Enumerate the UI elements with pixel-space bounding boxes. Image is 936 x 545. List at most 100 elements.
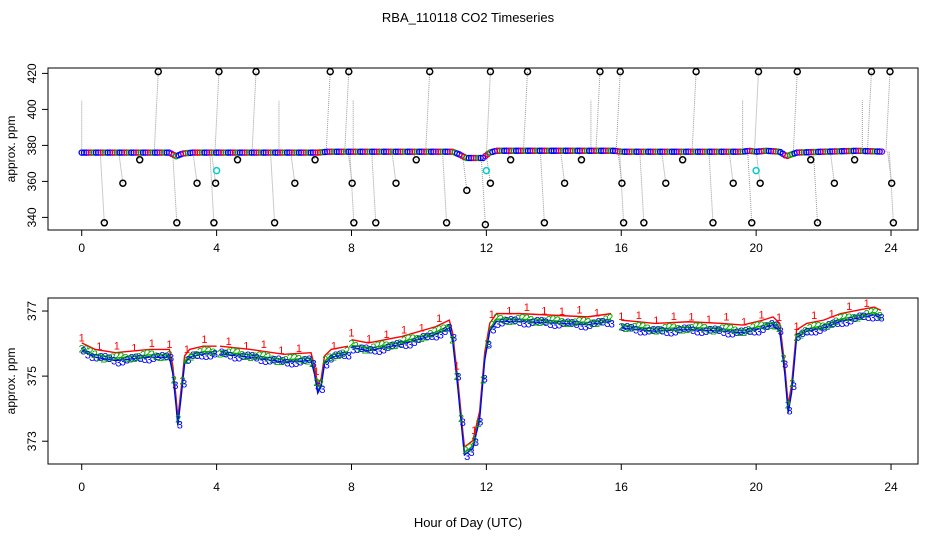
top-excursion-trace: [617, 151, 623, 184]
bottom-marker-series-3: 3: [620, 322, 626, 334]
bottom-marker-series-3: 3: [289, 359, 295, 371]
bottom-marker-series-2: 2: [127, 353, 133, 365]
top-excursion-trace: [442, 151, 448, 223]
bottom-marker-series-3: 3: [249, 351, 255, 363]
bottom-marker-series-3: 3: [591, 318, 597, 330]
bottom-marker-series-1: 1: [313, 366, 319, 378]
bottom-marker-series-3: 3: [460, 417, 466, 429]
top-excursion-trace: [708, 151, 714, 223]
bottom-marker-series-2: 2: [515, 314, 521, 326]
bottom-marker-series-3: 3: [539, 316, 545, 328]
bottom-marker-series-2: 2: [489, 320, 495, 332]
bottom-marker-series-2: 2: [449, 334, 455, 346]
bottom-marker-series-3: 3: [773, 320, 779, 332]
bottom-marker-series-3: 3: [241, 351, 247, 363]
bottom-panel: 1232323231232323231232323231232323231232…: [4, 297, 919, 494]
bottom-marker-series-3: 3: [817, 325, 823, 337]
bottom-marker-series-2: 2: [201, 345, 207, 357]
bottom-marker-series-3: 3: [822, 323, 828, 335]
bottom-marker-series-3: 3: [582, 321, 588, 333]
top-outlier-point: [311, 156, 319, 164]
top-y-tick-label: 380: [25, 135, 39, 155]
top-excursion-trace: [753, 71, 759, 152]
bottom-marker-series-2: 2: [388, 341, 394, 353]
bottom-marker-series-3: 3: [232, 352, 238, 364]
top-outlier-point: [886, 67, 894, 76]
bottom-marker-series-2: 2: [763, 321, 769, 333]
bottom-marker-series-2: 2: [541, 316, 547, 328]
bottom-marker-series-2: 2: [859, 311, 865, 323]
top-outlier-point: [412, 156, 420, 164]
top-outlier-point: [867, 67, 876, 76]
bottom-marker-series-2: 2: [101, 353, 107, 365]
bottom-marker-series-3: 3: [791, 381, 797, 393]
bottom-marker-series-1: 1: [261, 339, 267, 351]
bottom-marker-series-3: 3: [587, 320, 593, 332]
bottom-marker-series-2: 2: [331, 351, 337, 363]
bottom-marker-series-3: 3: [411, 337, 417, 349]
bottom-marker-series-3: 3: [124, 354, 130, 366]
bottom-marker-series-1: 1: [758, 309, 764, 321]
bottom-marker-series-2: 2: [401, 335, 407, 347]
bottom-marker-series-2: 2: [594, 318, 600, 330]
bottom-marker-series-3: 3: [146, 354, 152, 366]
top-excursion-trace: [411, 151, 417, 161]
bottom-marker-series-2: 2: [362, 345, 368, 357]
bottom-marker-series-3: 3: [659, 325, 665, 337]
top-excursion-trace: [619, 151, 625, 223]
bottom-marker-series-1: 1: [559, 306, 565, 318]
bottom-marker-series-3: 3: [756, 326, 762, 338]
bottom-marker-series-3: 3: [311, 359, 317, 371]
top-y-tick-label: 340: [25, 207, 39, 227]
bottom-marker-series-2: 2: [658, 324, 664, 336]
bottom-marker-series-3: 3: [857, 311, 863, 323]
bottom-marker-series-2: 2: [618, 322, 624, 334]
bottom-marker-series-2: 2: [710, 325, 716, 337]
bottom-marker-series-2: 2: [171, 374, 177, 386]
bottom-marker-series-2: 2: [824, 321, 830, 333]
bottom-marker-series-3: 3: [561, 318, 567, 330]
bottom-marker-series-3: 3: [455, 371, 461, 383]
top-outlier-point: [154, 67, 163, 76]
bottom-marker-series-3: 3: [262, 356, 268, 368]
top-excursion-trace: [806, 152, 812, 161]
bottom-marker-series-1: 1: [131, 342, 137, 354]
bottom-marker-series-2: 2: [662, 322, 668, 334]
top-outlier-point: [486, 179, 495, 187]
top-excursion-trace: [691, 71, 697, 152]
bottom-marker-series-2: 2: [318, 378, 324, 390]
top-outlier-point: [887, 179, 896, 187]
bottom-y-tick-label: 377: [25, 301, 39, 321]
bottom-marker-series-2: 2: [837, 313, 843, 325]
bottom-marker-series-3: 3: [164, 351, 170, 363]
top-excursion-trace: [506, 150, 512, 161]
top-outlier-point: [709, 219, 717, 227]
top-outlier-point: [619, 219, 628, 227]
top-x-tick-label: 12: [480, 241, 494, 255]
bottom-marker-series-2: 2: [256, 350, 262, 362]
bottom-marker-series-2: 2: [392, 340, 398, 352]
bottom-marker-series-2: 2: [581, 315, 587, 327]
bottom-plot-frame: [47, 297, 919, 465]
bottom-marker-series-3: 3: [381, 345, 387, 357]
bottom-marker-series-3: 3: [473, 437, 479, 449]
bottom-marker-series-3: 3: [547, 319, 553, 331]
bottom-marker-series-2: 2: [144, 348, 150, 360]
bottom-marker-series-3: 3: [708, 324, 714, 336]
bottom-marker-series-2: 2: [598, 317, 604, 329]
bottom-marker-series-3: 3: [609, 318, 615, 330]
top-excursion-trace: [371, 151, 377, 223]
bottom-marker-series-1: 1: [636, 310, 642, 322]
top-excursion-trace: [615, 71, 621, 152]
bottom-marker-series-2: 2: [623, 323, 629, 335]
bottom-marker-series-2: 2: [798, 330, 804, 342]
top-outlier-point: [618, 179, 626, 187]
bottom-marker-series-2: 2: [188, 351, 194, 363]
bottom-marker-series-3: 3: [120, 356, 126, 368]
bottom-marker-series-1: 1: [114, 340, 120, 352]
bottom-marker-series-2: 2: [502, 315, 508, 327]
top-y-tick-label: 420: [25, 63, 39, 83]
bottom-marker-series-1: 1: [184, 344, 190, 356]
bottom-marker-series-3: 3: [199, 351, 205, 363]
bottom-marker-series-3: 3: [725, 328, 731, 340]
